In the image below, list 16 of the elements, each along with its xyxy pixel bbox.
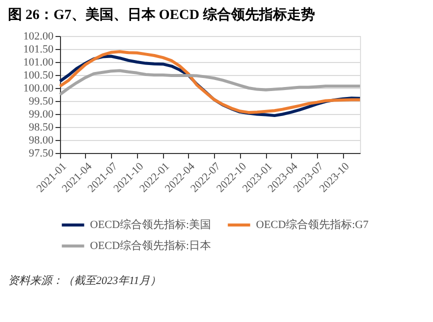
y-tick-label: 101.50 xyxy=(23,44,54,56)
y-tick-label: 98.00 xyxy=(28,134,54,146)
y-tick-label: 100.00 xyxy=(23,82,54,94)
legend-label: OECD综合领先指标:日本 xyxy=(90,239,211,252)
y-tick-label: 101.00 xyxy=(23,56,54,68)
legend-label: OECD综合领先指标:美国 xyxy=(90,218,211,231)
y-tick-label: 98.50 xyxy=(28,122,54,134)
y-tick-label: 100.50 xyxy=(23,70,54,82)
legend-label: OECD综合领先指标:G7 xyxy=(256,218,369,231)
y-tick-label: 97.50 xyxy=(28,148,54,160)
y-tick-label: 102.00 xyxy=(23,30,54,42)
line-series xyxy=(58,69,362,96)
text: 资料来源：（截至2023年11月） xyxy=(8,274,162,287)
y-tick-label: 99.50 xyxy=(28,96,54,108)
y-tick-label: 99.00 xyxy=(28,108,54,120)
chart-title: 图 26：G7、美国、日本 OECD 综合领先指标走势 xyxy=(8,6,315,23)
